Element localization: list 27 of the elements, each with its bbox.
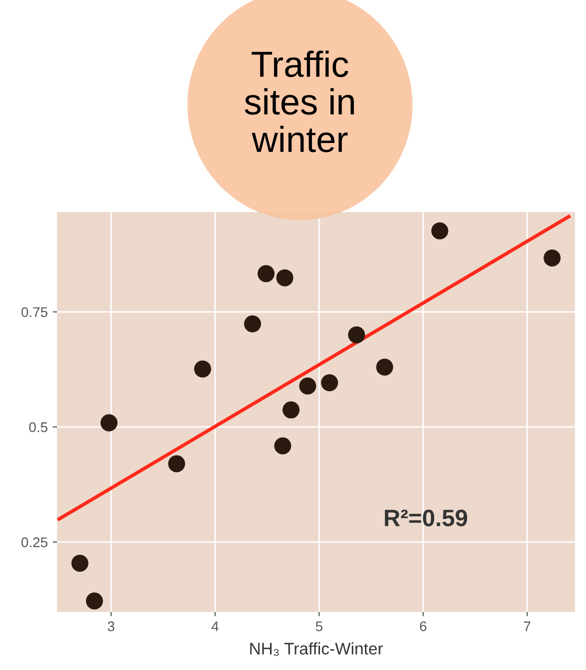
- x-tick-label: 3: [108, 621, 114, 632]
- y-tick-label: 0.5: [29, 422, 48, 432]
- point: [86, 592, 103, 610]
- point: [348, 326, 366, 344]
- x-tick-label: 4: [212, 622, 219, 632]
- point: [258, 265, 275, 282]
- point: [276, 269, 294, 286]
- point: [544, 250, 561, 267]
- point: [244, 315, 262, 332]
- point: [71, 554, 88, 572]
- x-tick-label: 7: [524, 622, 530, 632]
- annotation: R²=0.59: [384, 510, 468, 526]
- point: [194, 360, 212, 378]
- point: [100, 414, 118, 432]
- point: [321, 374, 338, 392]
- point: [376, 358, 394, 376]
- point: [168, 455, 186, 472]
- point: [282, 401, 300, 418]
- point: [274, 437, 292, 454]
- y-tick-label: 0.75: [21, 307, 48, 318]
- x-tick-label: 6: [420, 621, 426, 632]
- x-tick-label: 5: [316, 622, 322, 632]
- y-tick-label: 0.25: [21, 537, 48, 548]
- x-axis-title: NH₃ Traffic-Winter: [250, 642, 383, 656]
- point: [431, 222, 448, 240]
- chart-title: Traffic sites in winter: [244, 50, 354, 152]
- point: [299, 377, 316, 394]
